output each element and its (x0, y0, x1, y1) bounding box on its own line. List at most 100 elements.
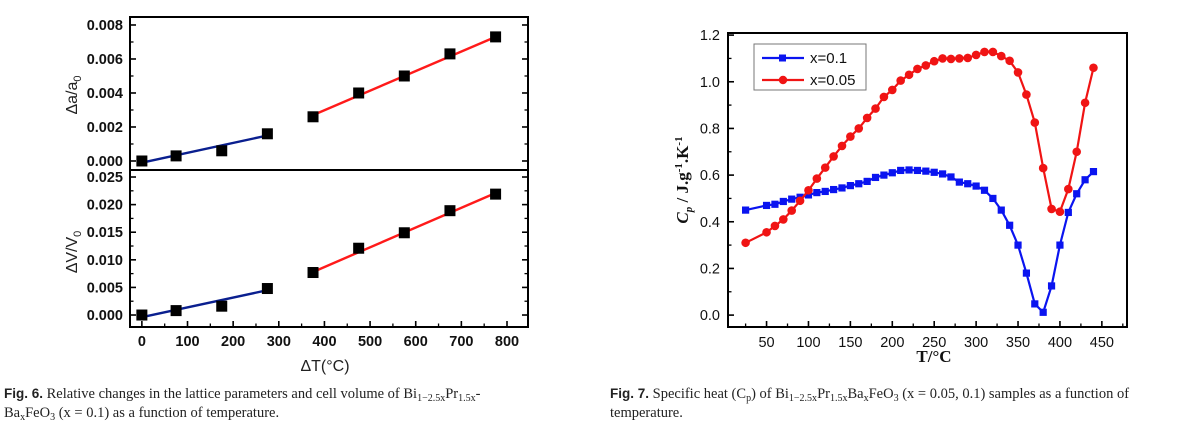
caption-sub: p (746, 393, 752, 404)
data-point-x005 (1072, 147, 1082, 157)
data-point-x01 (871, 173, 880, 182)
y-tick-label-V: 0.015 (87, 225, 123, 241)
data-point-x005 (879, 92, 889, 102)
x-tick-label: 700 (449, 334, 473, 350)
plot-frame-rect (727, 32, 1128, 328)
data-point-a (170, 150, 182, 162)
data-point-x005 (854, 124, 864, 133)
data-point-a (216, 145, 228, 157)
y-tick-label-V: 0.005 (87, 280, 123, 296)
data-point-x01 (897, 166, 905, 175)
data-point-x01 (880, 171, 888, 179)
data-point-x01 (1039, 308, 1047, 316)
y-axis-title-exp1: -1 (673, 163, 685, 172)
x-tick-label: 600 (404, 334, 428, 350)
data-point-x005 (971, 50, 981, 60)
data-point-V (136, 309, 148, 321)
data-point-x01 (771, 200, 779, 208)
y-tick-label-a: 0.006 (87, 52, 123, 68)
data-point-x01 (913, 166, 922, 175)
y-axis-title-a: Δa/a0 (64, 75, 84, 114)
data-point-x005 (946, 54, 956, 64)
y-axis-title-sub: p (683, 206, 695, 213)
panel-frame-V (129, 169, 529, 328)
y-axis-title-v-main: ΔV/V (64, 237, 81, 274)
data-point-V (261, 283, 273, 295)
data-point-x005 (871, 104, 880, 113)
x-tick-label: 100 (796, 335, 820, 351)
data-point-x01 (888, 169, 896, 177)
data-point-V (353, 242, 365, 254)
caption-text: (x = 0.05, 0.1) samples as a function of… (610, 386, 1130, 421)
plot-frames (129, 16, 529, 328)
caption-text: (x = 0.1) as a function of temperature. (55, 405, 280, 421)
data-point-a (398, 70, 410, 82)
fit-line-V (141, 289, 268, 319)
caption-label: Fig. 7. (610, 386, 650, 401)
data-point-x01 (980, 186, 989, 194)
y-tick-label: 0.4 (700, 215, 720, 231)
figure-6-caption: Fig. 6. Relative changes in the lattice … (4, 384, 564, 423)
x-axis-title: T/°C (916, 347, 951, 366)
x-tick-label: 250 (922, 335, 946, 351)
x-tick-label: 200 (880, 335, 904, 351)
caption-label: Fig. 6. (4, 386, 44, 401)
data-point-x01 (947, 173, 955, 181)
data-point-a (353, 87, 365, 99)
data-point-x01 (1031, 300, 1039, 308)
data-point-x01 (905, 166, 913, 174)
data-point-V (444, 205, 456, 217)
caption-text: - (475, 386, 481, 402)
y-tick-label: 0.0 (700, 308, 720, 324)
caption-sub: 1−2.5x (788, 393, 818, 404)
y-axis-title-unit2: .K (673, 145, 692, 163)
data-point-x01 (863, 177, 871, 185)
caption-sub: 1.5x (829, 393, 848, 404)
y-tick-label: 1.2 (700, 28, 720, 44)
caption-text: ) of Bi (751, 386, 789, 402)
svg-text:ΔV/V0: ΔV/V0 (64, 231, 84, 274)
y-axis-title-a-main: Δa/a (64, 82, 81, 115)
data-point-x005 (837, 141, 847, 151)
x-tick-label: 300 (267, 334, 291, 350)
legend-label-x005: x=0.05 (810, 72, 855, 89)
data-point-x01 (821, 187, 829, 196)
y-axis-title-exp2: -1 (673, 136, 685, 145)
y-tick-label-a: 0.000 (87, 154, 123, 170)
data-point-x01 (1056, 241, 1064, 249)
data-point-x01 (1089, 168, 1098, 176)
legend-marker-x01 (779, 54, 786, 62)
legend: x=0.1 x=0.05 (753, 43, 867, 91)
x-tick-label: 350 (1006, 335, 1030, 351)
x-tick-label: 0 (138, 334, 146, 350)
y-tick-label-V: 0.020 (87, 198, 123, 214)
data-point-x01 (1064, 208, 1072, 217)
legend-label-x01: x=0.1 (810, 50, 847, 67)
fit-line-a (141, 134, 268, 164)
data-point-x005 (804, 185, 813, 195)
data-point-x005 (921, 61, 931, 70)
data-point-a (444, 48, 456, 60)
data-point-x005 (1080, 98, 1090, 108)
data-point-x005 (1038, 163, 1048, 173)
caption-text: Specific heat (C (649, 386, 747, 402)
caption-text: FeO (868, 386, 894, 402)
y-axis-title-unit: / J.g (673, 172, 692, 207)
data-point-x005 (812, 174, 822, 183)
x-tick-label: 50 (758, 335, 774, 351)
data-point-x005 (1005, 56, 1014, 66)
y-axis-title-c: C (673, 212, 692, 224)
axis-ticks (130, 24, 528, 327)
data-point-x005 (741, 238, 750, 248)
series-lines (741, 47, 1098, 316)
data-point-x01 (742, 206, 750, 214)
data-point-x01 (1047, 282, 1056, 290)
data-point-x005 (862, 113, 872, 123)
data-point-x01 (989, 194, 997, 203)
data-point-x01 (922, 167, 930, 175)
caption-text: Pr (445, 386, 459, 402)
data-point-V (216, 300, 228, 312)
data-point-x01 (838, 184, 846, 192)
y-axis-title-a-sub: 0 (72, 75, 84, 81)
x-tick-label: 200 (221, 334, 245, 350)
